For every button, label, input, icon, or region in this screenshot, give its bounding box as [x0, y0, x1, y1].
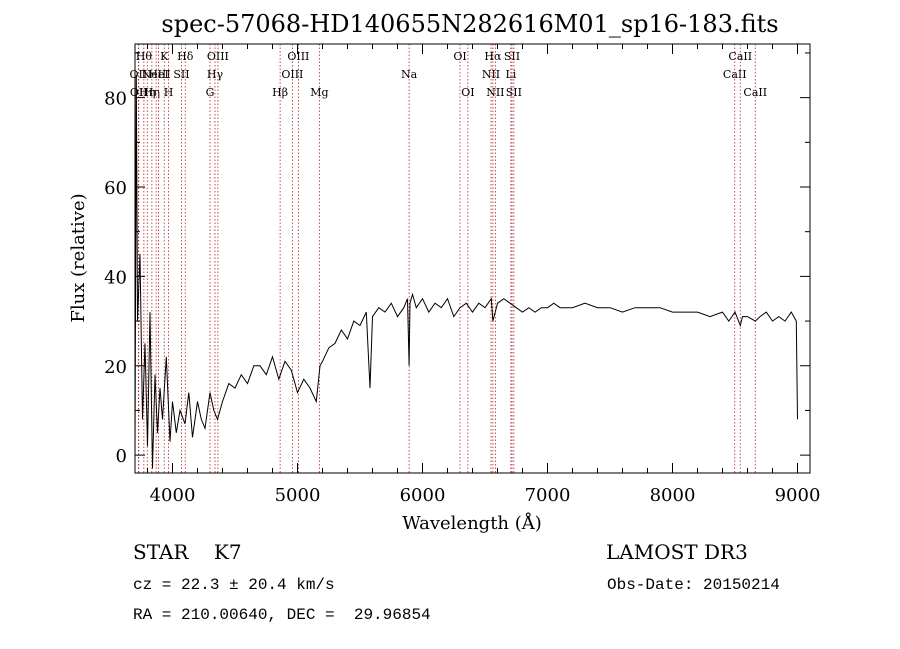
- x-tick-label: 8000: [650, 485, 696, 506]
- spectral-line-label: NII: [482, 68, 500, 81]
- spectral-line-label: OII: [130, 86, 148, 99]
- spectral-line-label: Hδ: [177, 50, 194, 63]
- spectral-line-label: CaII: [728, 50, 752, 63]
- x-tick-label: 5000: [275, 485, 321, 506]
- spectral-line-label: OII: [130, 68, 148, 81]
- spectral-line-label: OI: [453, 50, 466, 63]
- y-tick-label: 20: [104, 357, 127, 378]
- spectral-line-label: G: [206, 86, 215, 99]
- x-tick-label: 6000: [400, 485, 446, 506]
- y-tick-label: 0: [116, 446, 127, 467]
- spectral-line-label: Hα: [484, 50, 502, 63]
- spectral-line-label: CaII: [743, 86, 767, 99]
- spectral-line-label: K: [160, 50, 169, 63]
- spectral-line-label: OIII: [287, 50, 309, 63]
- spectral-line-label: Mg: [310, 86, 328, 99]
- spectral-line-label: Hγ: [207, 68, 224, 81]
- x-tick-label: 4000: [150, 485, 196, 506]
- survey-label: LAMOST DR3: [606, 540, 748, 564]
- plot-frame: [134, 43, 811, 474]
- spectral-line-label: NII: [486, 86, 504, 99]
- axis-ticks: 4000 5000 6000 7000 8000 9000 0 20 40 60 80: [104, 44, 820, 506]
- spectral-line-label: OIII: [207, 50, 229, 63]
- spectral-line-label: Hη: [139, 86, 155, 99]
- y-tick-label: 80: [104, 89, 127, 110]
- chart-title: spec-57068-HD140655N282616M01_sp16-183.f…: [161, 10, 778, 38]
- spectral-line-label: Hη: [144, 86, 160, 99]
- spectral-line-label: Hθ: [136, 50, 153, 63]
- spectral-line-label: Hβ: [272, 86, 288, 99]
- redshift-text: cz = 22.3 ± 20.4 km/s: [133, 576, 335, 594]
- spectral-line-label: Li: [505, 68, 516, 81]
- spectral-line-label: CaII: [723, 68, 747, 81]
- y-tick-label: 60: [104, 178, 127, 199]
- x-tick-label: 7000: [525, 485, 571, 506]
- x-tick-label: 9000: [775, 485, 821, 506]
- spectral-line-label: OI: [461, 86, 474, 99]
- coordinates-text: RA = 210.00640, DEC = 29.96854: [133, 606, 431, 624]
- spectral-line-label: Na: [401, 68, 418, 81]
- spectral-line-label: SII: [504, 50, 520, 63]
- x-axis-label: Wavelength (Å): [402, 512, 542, 534]
- spectral-line-label: SII: [173, 68, 189, 81]
- spectral-line-label: HeI: [148, 68, 168, 81]
- spectral-line-label: NeIII: [142, 68, 171, 81]
- y-axis-label: Flux (relative): [68, 193, 89, 322]
- object-class: STAR K7: [133, 540, 242, 564]
- spectral-line-label: OIII: [281, 68, 303, 81]
- obs-date-text: Obs-Date: 20150214: [607, 576, 780, 594]
- spectral-line-label: SII: [506, 86, 522, 99]
- y-tick-label: 40: [104, 267, 127, 288]
- spectrum-line: [134, 75, 798, 469]
- spectral-line-label: H: [164, 86, 174, 99]
- spectrum-series: [134, 75, 798, 469]
